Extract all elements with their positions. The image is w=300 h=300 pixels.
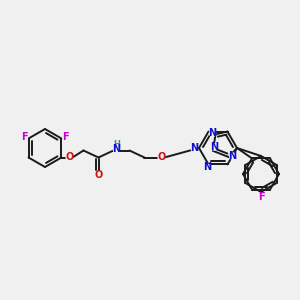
Text: F: F xyxy=(62,131,69,142)
Text: N: N xyxy=(190,143,198,153)
Text: N: N xyxy=(229,151,237,161)
Circle shape xyxy=(211,144,217,150)
Circle shape xyxy=(204,164,211,170)
Text: O: O xyxy=(94,170,103,181)
Text: N: N xyxy=(210,142,218,152)
Circle shape xyxy=(158,154,164,160)
Circle shape xyxy=(191,145,197,151)
Text: H: H xyxy=(113,140,120,149)
Text: N: N xyxy=(112,145,121,154)
Text: O: O xyxy=(157,152,166,163)
Circle shape xyxy=(209,130,216,136)
Circle shape xyxy=(230,153,236,159)
Text: F: F xyxy=(21,131,28,142)
Circle shape xyxy=(22,134,28,140)
Circle shape xyxy=(258,194,264,200)
Text: O: O xyxy=(65,152,74,163)
Circle shape xyxy=(66,154,73,160)
Text: F: F xyxy=(258,192,264,202)
Circle shape xyxy=(95,172,101,178)
Text: N: N xyxy=(208,128,217,138)
Text: N: N xyxy=(203,163,211,172)
Circle shape xyxy=(114,142,119,147)
Circle shape xyxy=(113,146,119,153)
Circle shape xyxy=(62,134,68,140)
